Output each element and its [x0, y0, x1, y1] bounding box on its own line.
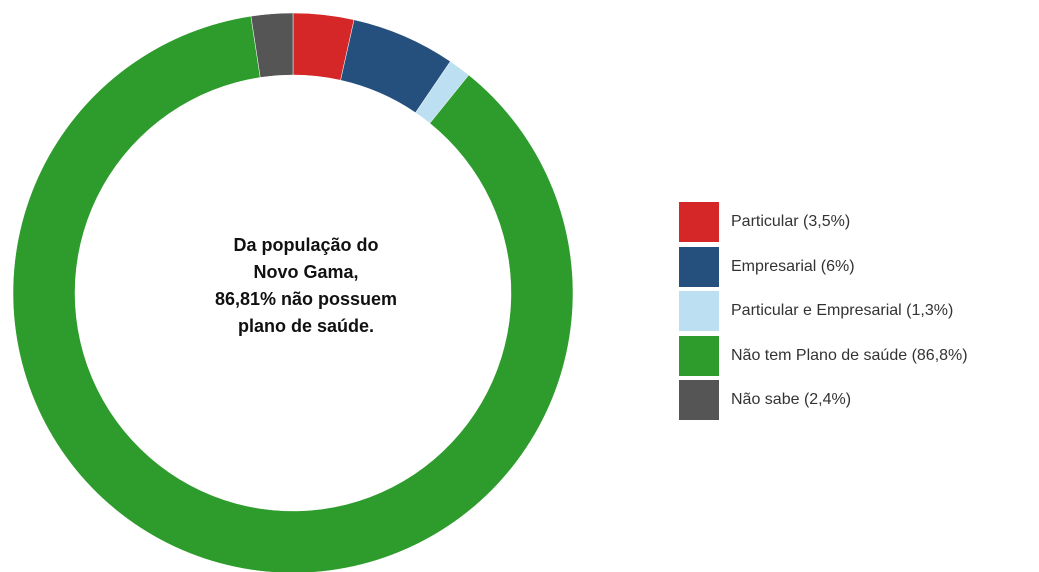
donut-slice [250, 12, 294, 78]
legend-label: Não sabe (2,4%) [731, 391, 852, 408]
legend-swatch [679, 335, 719, 376]
legend-item-particular-e-empresarial: Particular e Empresarial (1,3%) [679, 291, 1039, 331]
chart-legend: Particular (3,5%) Empresarial (6%) Parti… [679, 202, 1039, 425]
legend-swatch [679, 291, 719, 331]
legend-label: Empresarial (6%) [731, 257, 855, 275]
donut-slices [12, 12, 574, 572]
legend-item-particular: Particular (3,5%) [679, 202, 1039, 242]
center-annotation: Da população do Novo Gama, 86,81% não po… [190, 232, 422, 340]
legend-swatch [679, 202, 719, 242]
legend-swatch [679, 380, 719, 420]
center-line-2: Novo Gama, [253, 262, 359, 282]
center-line-1: Da população do [233, 235, 379, 255]
legend-item-nao-sabe: Não sabe (2,4%) [679, 380, 1039, 420]
legend-item-empresarial: Empresarial (6%) [679, 246, 1039, 287]
legend-label: Particular e Empresarial (1,3%) [731, 302, 954, 319]
legend-label: Particular (3,5%) [731, 213, 851, 230]
legend-item-nao-tem-plano: Não tem Plano de saúde (86,8%) [679, 335, 1039, 376]
legend-label: Não tem Plano de saúde (86,8%) [731, 346, 968, 364]
donut-slice [12, 15, 574, 572]
center-line-4: plano de saúde. [237, 316, 375, 336]
center-line-3: 86,81% não possuem [214, 289, 398, 309]
legend-swatch [679, 246, 719, 287]
